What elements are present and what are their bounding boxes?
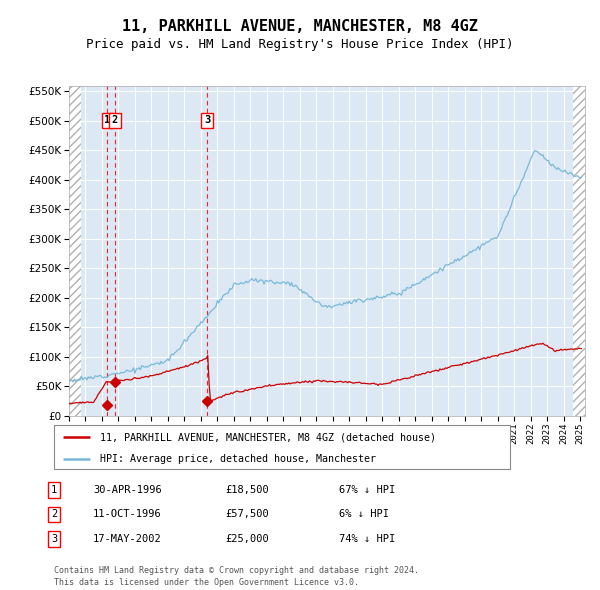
Text: 17-MAY-2002: 17-MAY-2002: [93, 535, 162, 544]
Text: 67% ↓ HPI: 67% ↓ HPI: [339, 485, 395, 494]
Text: 11-OCT-1996: 11-OCT-1996: [93, 510, 162, 519]
Text: 6% ↓ HPI: 6% ↓ HPI: [339, 510, 389, 519]
Text: £25,000: £25,000: [225, 535, 269, 544]
Text: This data is licensed under the Open Government Licence v3.0.: This data is licensed under the Open Gov…: [54, 578, 359, 587]
Text: 3: 3: [204, 115, 210, 125]
Text: £57,500: £57,500: [225, 510, 269, 519]
Text: 30-APR-1996: 30-APR-1996: [93, 485, 162, 494]
Text: 1: 1: [51, 485, 57, 494]
Text: 11, PARKHILL AVENUE, MANCHESTER, M8 4GZ: 11, PARKHILL AVENUE, MANCHESTER, M8 4GZ: [122, 19, 478, 34]
Text: 1: 1: [104, 115, 110, 125]
Text: 2: 2: [51, 510, 57, 519]
Text: Price paid vs. HM Land Registry's House Price Index (HPI): Price paid vs. HM Land Registry's House …: [86, 38, 514, 51]
Text: HPI: Average price, detached house, Manchester: HPI: Average price, detached house, Manc…: [100, 454, 376, 464]
Text: Contains HM Land Registry data © Crown copyright and database right 2024.: Contains HM Land Registry data © Crown c…: [54, 566, 419, 575]
Text: 74% ↓ HPI: 74% ↓ HPI: [339, 535, 395, 544]
Text: £18,500: £18,500: [225, 485, 269, 494]
Text: 11, PARKHILL AVENUE, MANCHESTER, M8 4GZ (detached house): 11, PARKHILL AVENUE, MANCHESTER, M8 4GZ …: [100, 432, 436, 442]
Text: 2: 2: [112, 115, 118, 125]
Text: 3: 3: [51, 535, 57, 544]
FancyBboxPatch shape: [54, 425, 510, 469]
